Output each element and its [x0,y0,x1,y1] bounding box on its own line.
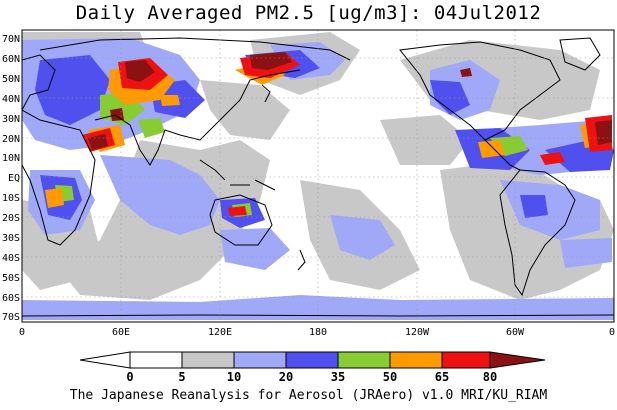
lat-label: 40S [2,253,20,264]
lat-label: 70N [2,34,20,45]
lon-label: 60W [506,327,525,338]
lon-label: 60E [112,327,130,338]
lat-label: 70S [2,312,20,323]
lat-label: 60S [2,293,20,304]
map-title: Daily Averaged PM2.5 [ug/m3]: 04Jul2012 [75,2,542,24]
footer-credit: The Japanese Reanalysis for Aerosol (JRA… [69,388,548,403]
colorbar-segment [181,351,235,369]
colorbar-tick-label: 65 [435,370,449,384]
colorbar-tick-label: 80 [483,370,497,384]
lat-label: 60N [2,54,20,65]
colorbar-segment [337,351,391,369]
coastlines [22,37,614,317]
lat-label: 10N [2,153,20,164]
lat-label: 40N [2,94,20,105]
colorbar: 0 5 10 20 35 50 65 80 [79,351,546,384]
lat-label: 30N [2,114,20,125]
latitude-labels: 70N 60N 50N 40N 30N 20N 10N EQ 10S 20S 3… [2,34,20,323]
colorbar-max-arrow [489,351,546,369]
colorbar-tick-label: 20 [279,370,293,384]
colorbar-tick-label: 35 [331,370,345,384]
map-frame [21,29,615,323]
lat-label: 50N [2,74,20,85]
colorbar-tick-label: 50 [383,370,397,384]
colorbar-segment [233,351,287,369]
colorbar-tick-label: 0 [126,370,133,384]
pm25-field [22,32,614,320]
field-dark-red [88,52,612,150]
colorbar-min-arrow [79,351,131,369]
colorbar-tick-label: 5 [178,370,185,384]
lon-label: 180 [309,327,327,338]
lon-label: 0 [19,327,25,338]
colorbar-segment [129,351,183,369]
lon-label: 120W [405,327,430,338]
colorbar-tick-label: 10 [227,370,241,384]
lat-label: 20N [2,134,20,145]
lat-label: EQ [8,173,20,184]
colorbar-segment [285,351,339,369]
lat-label: 20S [2,213,20,224]
lon-label: 120E [208,327,232,338]
colorbar-segment [441,351,491,369]
lat-label: 10S [2,193,20,204]
graticule [22,30,614,322]
lon-label: 0 [609,327,615,338]
lat-label: 30S [2,233,20,244]
longitude-labels: 0 60E 120E 180 120W 60W 0 [19,327,615,338]
lat-label: 50S [2,273,20,284]
colorbar-segment [389,351,443,369]
